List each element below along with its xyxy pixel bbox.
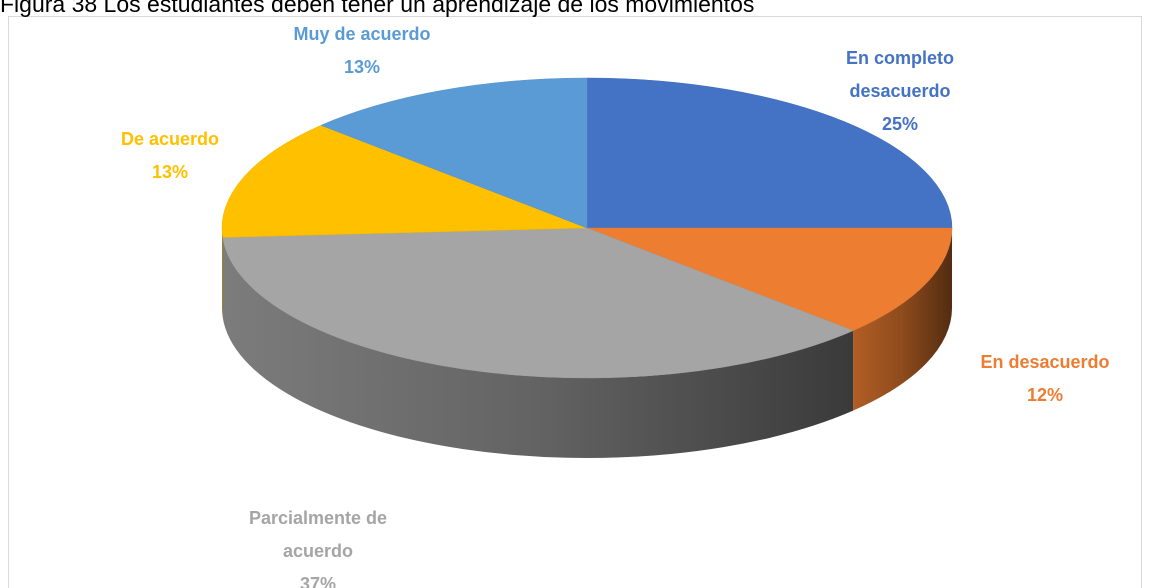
value-label: 25%: [881, 114, 919, 134]
data-label: En completo desacuerdo 25%: [810, 42, 990, 141]
value-label: 37%: [299, 574, 337, 588]
slice-side: [222, 237, 854, 459]
slice: [222, 227, 854, 379]
value-label: 13%: [151, 162, 189, 182]
value-label: 13%: [343, 57, 381, 77]
data-label: Muy de acuerdo 13%: [252, 18, 472, 84]
category-label: Parcialmente de acuerdo: [248, 508, 388, 561]
chart-frame: [8, 16, 1142, 588]
data-label: Parcialmente de acuerdo 37%: [228, 502, 408, 588]
slice-side: [853, 228, 952, 411]
value-label: 12%: [1026, 385, 1064, 405]
category-label: De acuerdo: [120, 129, 220, 149]
category-label: En completo desacuerdo: [845, 48, 954, 101]
slice-side: [222, 228, 223, 318]
slice: [586, 77, 953, 229]
slice: [221, 125, 588, 238]
data-label: En desacuerdo 12%: [935, 346, 1152, 412]
slice: [586, 227, 953, 331]
chart-title: Figura 38 Los estudiantes deben tener un…: [0, 0, 755, 17]
slice: [320, 77, 588, 229]
category-label: Muy de acuerdo: [293, 24, 431, 44]
category-label: En desacuerdo: [980, 352, 1110, 372]
data-label: De acuerdo 13%: [60, 123, 280, 189]
